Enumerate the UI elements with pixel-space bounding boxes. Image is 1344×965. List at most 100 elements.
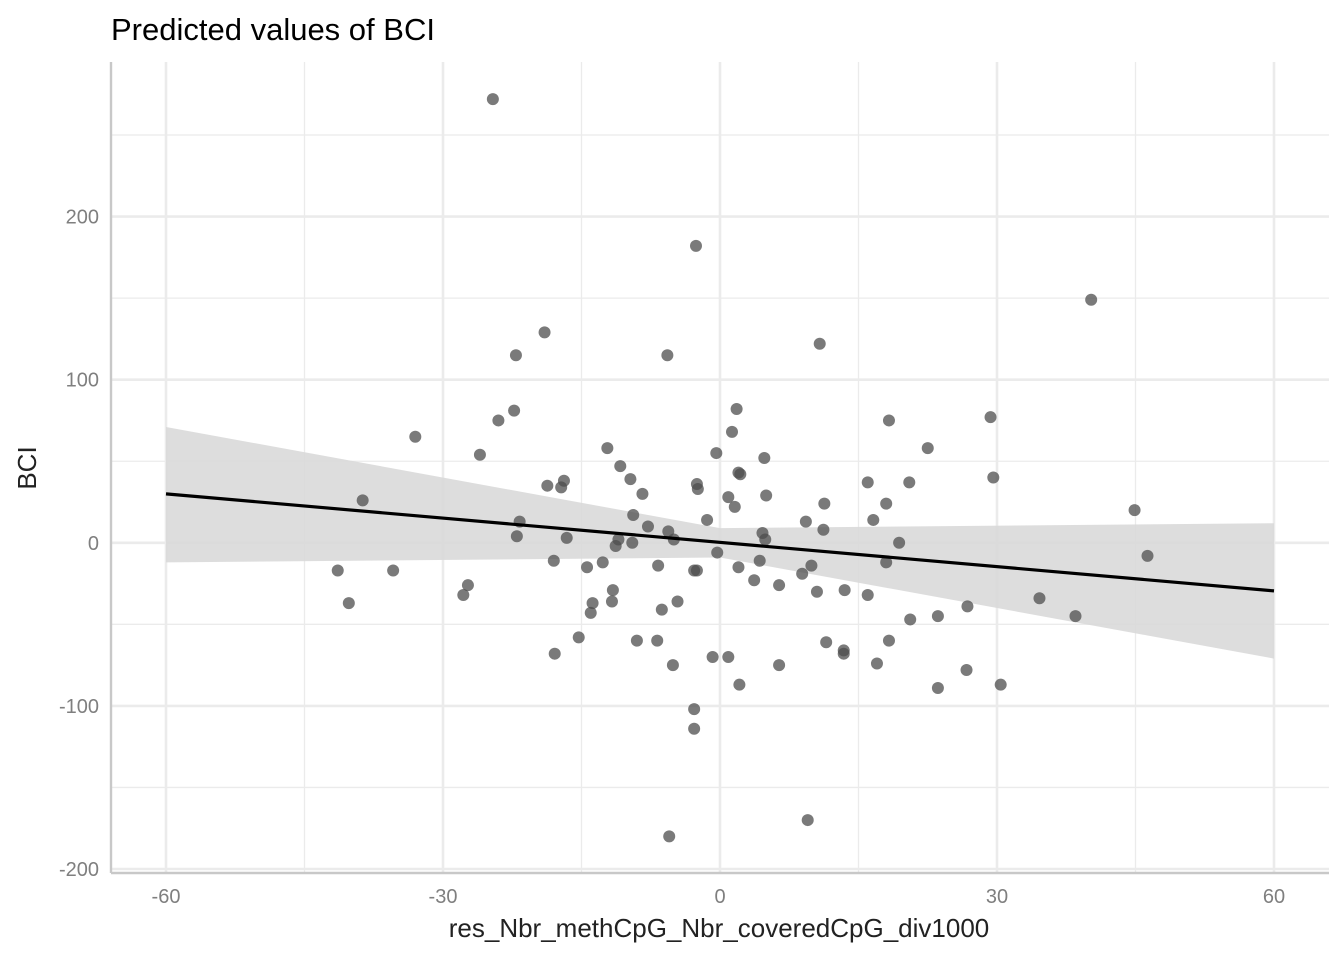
data-point: [805, 559, 818, 572]
data-point: [773, 659, 786, 672]
y-tick-label: 200: [66, 207, 99, 229]
data-point: [817, 523, 830, 536]
data-point: [1033, 592, 1046, 605]
data-point: [994, 678, 1007, 691]
data-points: [331, 93, 1154, 843]
axes: -60 -30 0 30 60 -200 -100 0 100 200: [59, 62, 1329, 908]
data-point: [984, 411, 997, 424]
data-point: [661, 349, 674, 362]
data-point: [655, 603, 668, 616]
data-point: [867, 513, 880, 526]
data-point: [987, 471, 1000, 484]
data-point: [931, 681, 944, 694]
y-tick-label: -200: [59, 859, 99, 881]
data-point: [893, 536, 906, 549]
data-point: [861, 588, 874, 601]
data-point: [510, 530, 523, 543]
data-point: [601, 442, 614, 455]
data-point: [342, 597, 355, 610]
data-point: [457, 588, 470, 601]
data-point: [753, 554, 766, 567]
data-point: [818, 497, 831, 510]
data-point: [572, 631, 585, 644]
data-point: [605, 595, 618, 608]
data-point: [773, 579, 786, 592]
data-point: [626, 536, 639, 549]
data-point: [711, 546, 724, 559]
data-point: [722, 491, 735, 504]
data-point: [870, 657, 883, 670]
x-tick-label: -30: [429, 886, 458, 908]
x-tick-label: 60: [1263, 886, 1285, 908]
data-point: [861, 476, 874, 489]
data-point: [547, 554, 560, 567]
data-point: [733, 678, 746, 691]
y-tick-label: -100: [59, 696, 99, 718]
data-point: [387, 564, 400, 577]
chart-title: Predicted values of BCI: [111, 12, 435, 47]
data-point: [961, 600, 974, 613]
data-point: [486, 93, 499, 106]
data-point: [722, 650, 735, 663]
data-point: [666, 659, 679, 672]
data-point: [492, 414, 505, 427]
data-point: [796, 567, 809, 580]
data-point: [461, 579, 474, 592]
data-point: [734, 468, 747, 481]
data-point: [880, 497, 893, 510]
data-point: [560, 531, 573, 544]
data-point: [882, 634, 895, 647]
data-point: [732, 561, 745, 574]
data-point: [882, 414, 895, 427]
data-point: [630, 634, 643, 647]
data-point: [931, 610, 944, 623]
data-point: [710, 447, 723, 460]
data-point: [904, 613, 917, 626]
data-point: [1128, 504, 1141, 517]
x-axis-title: res_Nbr_methCpG_Nbr_coveredCpG_div1000: [449, 913, 990, 943]
data-point: [691, 482, 704, 495]
data-point: [473, 448, 486, 461]
y-axis-title: BCI: [12, 446, 42, 489]
data-point: [636, 487, 649, 500]
data-point: [801, 814, 814, 827]
data-point: [758, 451, 771, 464]
data-point: [880, 556, 893, 569]
fit-line: [165, 492, 1275, 593]
x-tick-label: 0: [714, 886, 725, 908]
data-point: [810, 585, 823, 598]
data-point: [820, 636, 833, 649]
data-point: [1069, 610, 1082, 623]
data-point: [689, 239, 702, 252]
data-point: [555, 481, 568, 494]
data-point: [1141, 549, 1154, 562]
data-point: [509, 349, 522, 362]
data-point: [837, 647, 850, 660]
data-point: [651, 634, 664, 647]
data-point: [813, 337, 826, 350]
data-point: [541, 479, 554, 492]
data-point: [799, 515, 812, 528]
data-point: [614, 460, 627, 473]
data-point: [921, 442, 934, 455]
data-point: [701, 513, 714, 526]
data-point: [903, 476, 916, 489]
data-point: [838, 584, 851, 597]
data-point: [581, 561, 594, 574]
data-point: [730, 403, 743, 416]
data-point: [606, 584, 619, 597]
data-point: [596, 556, 609, 569]
data-point: [641, 520, 654, 533]
data-point: [627, 509, 640, 522]
data-point: [609, 540, 622, 553]
data-point: [538, 326, 551, 339]
data-point: [688, 722, 701, 735]
data-point: [759, 533, 772, 546]
data-point: [1085, 293, 1098, 306]
data-point: [671, 595, 684, 608]
x-tick-label: -60: [152, 886, 181, 908]
data-point: [688, 564, 701, 577]
y-tick-label: 0: [88, 533, 99, 555]
data-point: [548, 647, 561, 660]
